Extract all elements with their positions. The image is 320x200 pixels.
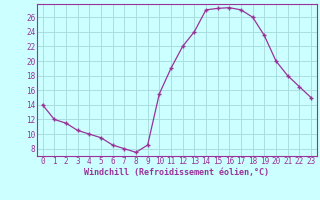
X-axis label: Windchill (Refroidissement éolien,°C): Windchill (Refroidissement éolien,°C) [84,168,269,177]
